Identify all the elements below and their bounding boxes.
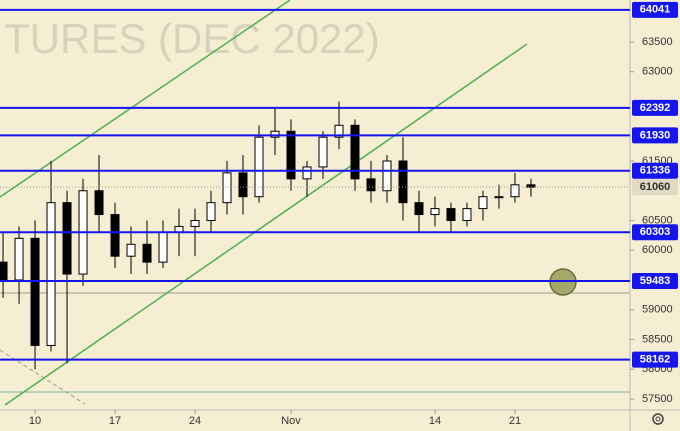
level-label: 64041 xyxy=(640,4,671,16)
candle-body xyxy=(510,184,520,198)
candle-body xyxy=(478,196,488,210)
candle-body xyxy=(494,196,504,199)
candle-body xyxy=(302,166,312,180)
y-tick-label: 58500 xyxy=(642,333,673,345)
candle-body xyxy=(318,136,328,168)
candle-body xyxy=(254,136,264,198)
y-tick-label: 60500 xyxy=(642,214,673,226)
candle-body xyxy=(366,178,376,192)
candle-body xyxy=(446,208,456,221)
level-label: 60303 xyxy=(640,226,671,238)
level-label: 61336 xyxy=(640,165,671,177)
level-label-box xyxy=(632,127,678,144)
x-tick-label: 21 xyxy=(509,415,521,427)
candle-body xyxy=(158,231,168,263)
candle-body xyxy=(142,243,152,263)
x-tick-label: 10 xyxy=(29,415,41,427)
candle-body xyxy=(350,124,360,180)
settings-icon[interactable] xyxy=(652,413,664,425)
x-tick-label: 14 xyxy=(429,415,441,427)
candle-body xyxy=(526,184,536,188)
candle-body xyxy=(430,208,440,216)
gear-hole[interactable] xyxy=(655,416,661,422)
level-label: 62392 xyxy=(640,102,671,114)
candle-body xyxy=(414,202,424,216)
candle-body xyxy=(0,261,8,281)
candle-body xyxy=(94,190,104,216)
level-label: 59483 xyxy=(640,275,671,287)
candle-body xyxy=(126,243,136,257)
level-label-box xyxy=(632,224,678,241)
candle-body xyxy=(238,172,248,198)
trend-line xyxy=(0,0,291,198)
candle-body xyxy=(62,202,72,275)
y-tick-label: 59000 xyxy=(642,304,673,316)
candle-body xyxy=(286,130,296,180)
candle-body xyxy=(190,219,200,227)
candle-body xyxy=(46,202,56,346)
level-label: 61930 xyxy=(640,129,671,141)
last-price-box xyxy=(632,179,678,196)
y-tick-label: 63000 xyxy=(642,66,673,78)
candle-body xyxy=(222,172,232,204)
last-price-label: 61060 xyxy=(640,181,671,193)
candle-body xyxy=(398,160,408,204)
candle-body xyxy=(110,214,120,257)
gear[interactable] xyxy=(652,413,664,425)
trend-line xyxy=(4,43,528,406)
candle-body xyxy=(30,237,40,346)
candle-body xyxy=(14,237,24,281)
level-label: 58162 xyxy=(640,354,671,366)
level-label-box xyxy=(632,162,678,179)
candle-body xyxy=(334,124,344,138)
level-label-box xyxy=(632,1,678,18)
level-label-box xyxy=(632,99,678,116)
watermark: TURES (DEC 2022) xyxy=(4,15,380,62)
candle-body xyxy=(270,130,280,138)
level-label-box xyxy=(632,351,678,368)
x-tick-label: 17 xyxy=(109,415,121,427)
candle-body xyxy=(462,208,472,221)
y-tick-label: 57500 xyxy=(642,393,673,405)
x-tick-label: 24 xyxy=(189,415,201,427)
candle-body xyxy=(206,202,216,221)
y-tick-label: 63500 xyxy=(642,36,673,48)
level-label-box xyxy=(632,273,678,290)
plot xyxy=(0,101,536,370)
y-tick-label: 60000 xyxy=(642,244,673,256)
x-tick-label: Nov xyxy=(281,415,301,427)
candle-body xyxy=(382,160,392,192)
